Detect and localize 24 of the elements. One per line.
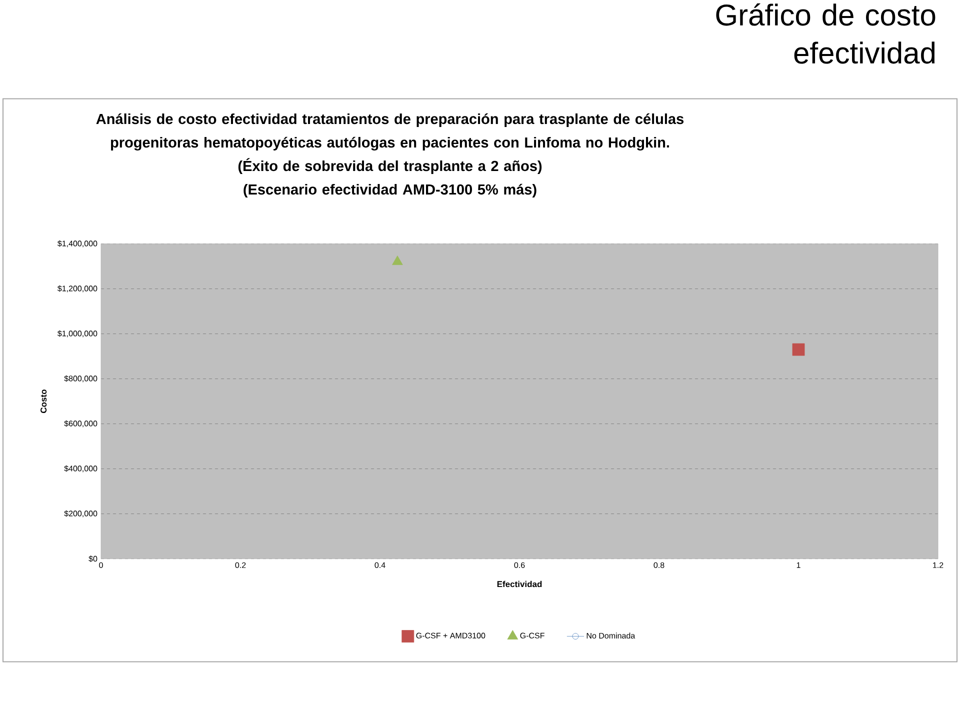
x-tick-label: 0.8 [654,562,664,568]
x-tick-label: 0.6 [514,562,525,568]
text: Gráfico de costo efectividad [716,3,936,64]
y-tick-label: $800,000 [64,375,98,382]
legend-label: G-CSF + AMD3100 [416,632,486,639]
y-tick-label: $400,000 [64,465,98,472]
x-tick-label: 1 [796,562,800,568]
y-tick-label: $600,000 [64,420,98,428]
text: (Escenario efectividad AMD-3100 5% más) [244,184,536,198]
y-tick-label: $1,200,000 [58,285,98,292]
legend-label: G-CSF [520,632,544,639]
y-tick-label: $200,000 [64,510,98,518]
y-tick-label: $0 [88,556,98,562]
x-tick-label: 1.2 [933,562,944,568]
y-tick-label: $1,000,000 [58,330,98,338]
x-tick-label: 0.4 [374,562,386,568]
x-tick-label: 0.2 [235,562,246,568]
x-tick-label: 0 [99,562,103,568]
x-axis-title: Efectividad [497,580,542,588]
legend-label: No Dominada [586,632,636,639]
chart-subtitle: (Éxito de sobrevida del trasplante a 2 años) [238,158,542,174]
chart-title: Análisis de costo efectividad tratamientos de preparación para trasplante de células progenitoras hematopoyéticas autólogas en pacientes con Linfoma no Hodgkin. [96,113,684,151]
y-axis-title: Costo [40,390,47,414]
y-tick-label: $1,400,000 [58,240,98,248]
